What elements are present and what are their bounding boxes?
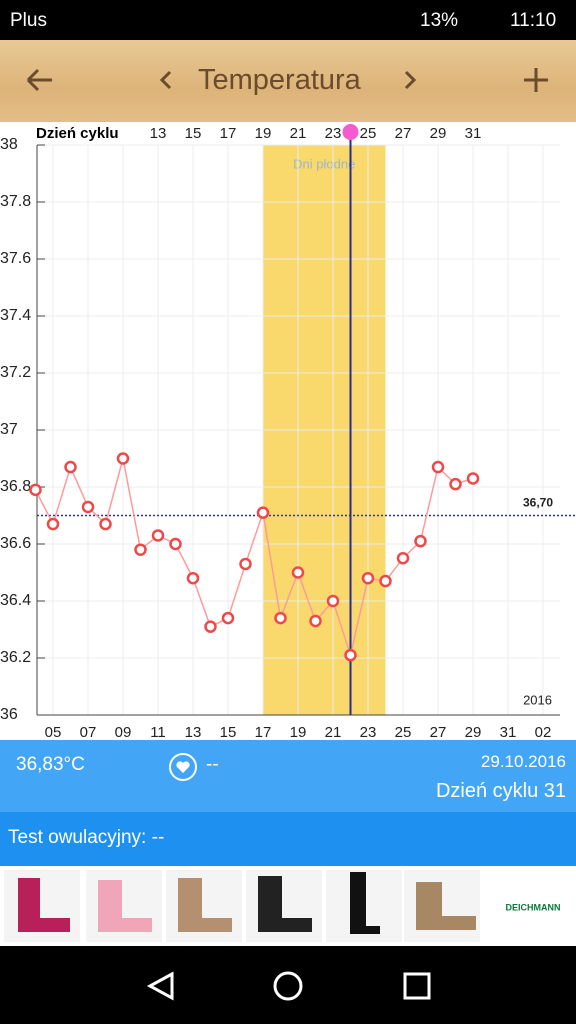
x-tick-label: 21: [325, 724, 342, 740]
data-point: [64, 460, 77, 474]
data-point: [431, 460, 445, 474]
top-tick-label: 25: [360, 125, 377, 142]
data-point: [186, 571, 200, 585]
top-tick-label: 27: [395, 125, 412, 142]
x-tick-label: 19: [290, 724, 307, 740]
data-point: [204, 620, 217, 633]
add-button[interactable]: [524, 68, 548, 92]
header: Temperatura: [0, 40, 576, 122]
y-tick-label: 36.2: [0, 649, 31, 666]
nav-recent[interactable]: [403, 972, 431, 1000]
next-button[interactable]: [404, 70, 417, 90]
data-point: [361, 571, 375, 585]
data-point: [414, 534, 427, 548]
title: Temperatura: [198, 64, 361, 96]
data-point: [274, 611, 287, 625]
top-tick-label: 15: [185, 125, 202, 142]
x-tick-label: 02: [535, 724, 552, 740]
fertile-label: Dni płodne: [293, 156, 355, 171]
top-tick-label: 29: [430, 125, 447, 142]
data-point: [169, 537, 182, 551]
nav-icons: [146, 971, 431, 1001]
x-tick-label: 27: [430, 724, 447, 740]
carrier: Plus: [10, 10, 47, 31]
y-tick-label: 36: [0, 706, 18, 723]
nav-back[interactable]: [146, 971, 174, 1001]
ad-images: DEICHMANN: [4, 870, 561, 942]
x-tick-label: 15: [220, 724, 237, 740]
top-tick-label: 21: [290, 125, 307, 142]
top-tick-label: 13: [150, 125, 167, 142]
x-tick-label: 11: [150, 724, 166, 740]
status-bar: Plus 13% 11:10: [0, 0, 576, 40]
y-tick-label: 38: [0, 136, 18, 153]
top-tick-label: 23: [325, 125, 342, 142]
x-tick-label: 25: [395, 724, 412, 740]
coverline-label: 36,70: [523, 496, 553, 510]
year-label: 2016: [523, 692, 552, 707]
header-icons: [26, 68, 548, 92]
chart: Dzień cyklu Dni płodne 36 36.2 36.4 36.6 36.8…: [0, 124, 576, 740]
data-point: [344, 648, 357, 662]
data-point: [134, 543, 147, 556]
data-point: [239, 557, 252, 571]
ovulation-bar[interactable]: Test owulacyjny: --: [0, 812, 576, 866]
date: 29.10.2016: [480, 752, 566, 771]
y-tick-label: 36.4: [0, 592, 31, 609]
data-point: [449, 477, 462, 491]
y-tick-label: 36.6: [0, 535, 31, 552]
y-tick-label: 37.4: [0, 307, 31, 324]
heart-icon[interactable]: [168, 752, 198, 782]
battery: 13%: [420, 10, 459, 31]
ad-banner[interactable]: DEICHMANN: [0, 866, 576, 946]
top-tick-label: 31: [465, 125, 482, 142]
data-point: [81, 500, 95, 514]
data-point: [116, 452, 130, 465]
data-point: [151, 529, 165, 542]
data-point: [466, 472, 480, 485]
today-marker: [342, 124, 359, 140]
heart-value: --: [206, 754, 219, 775]
data-point: [29, 483, 42, 497]
x-tick-label: 13: [185, 724, 202, 740]
data-point: [221, 611, 235, 625]
temperature: 36,83°C: [16, 754, 85, 775]
summary: 36,83°C -- 29.10.2016 Dzień cyklu 31: [0, 740, 576, 812]
back-button[interactable]: [26, 68, 52, 92]
y-tick-label: 37: [0, 421, 18, 438]
x-label: Dzień cyklu: [36, 125, 119, 142]
ovulation-label: Test owulacyjny: --: [8, 827, 165, 848]
x-tick-label: 09: [115, 724, 132, 740]
top-tick-label: 17: [220, 125, 237, 142]
ad-brand: DEICHMANN: [506, 902, 561, 912]
x-tick-label: 23: [360, 724, 377, 740]
x-tick-label: 31: [500, 724, 517, 740]
top-tick-label: 19: [255, 125, 272, 142]
prev-button[interactable]: [159, 70, 172, 90]
data-point: [46, 517, 60, 531]
data-point: [291, 566, 305, 579]
x-tick-label: 07: [80, 724, 97, 740]
data-point: [326, 594, 340, 608]
x-tick-label: 29: [465, 724, 482, 740]
data-point: [99, 517, 112, 531]
x-tick-label: 05: [45, 724, 62, 740]
data-point: [309, 614, 322, 628]
cycle-day: Dzień cyklu 31: [435, 780, 566, 802]
nav-bar: [0, 946, 576, 1024]
y-tick-label: 37.8: [0, 193, 31, 210]
y-tick-label: 36.8: [0, 478, 31, 495]
x-tick-label: 17: [255, 724, 272, 740]
y-tick-label: 37.6: [0, 250, 31, 267]
y-tick-label: 37.2: [0, 364, 31, 381]
data-point: [396, 552, 410, 565]
time: 11:10: [510, 10, 557, 31]
nav-home[interactable]: [273, 971, 303, 1001]
data-point: [379, 574, 392, 588]
data-point: [256, 506, 270, 519]
